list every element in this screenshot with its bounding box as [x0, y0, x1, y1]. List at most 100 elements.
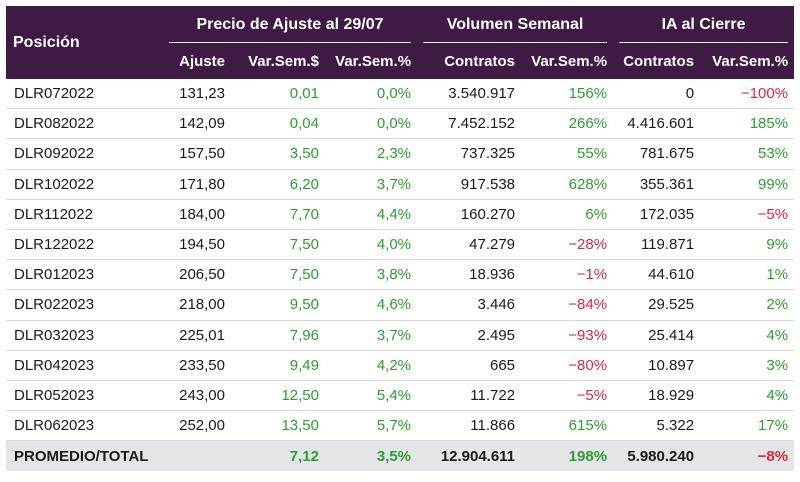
- total-label: PROMEDIO/TOTAL: [6, 440, 163, 472]
- cell-posicion: DLR022023: [6, 289, 163, 321]
- cell-contratos: 47.279: [417, 229, 522, 261]
- header-group-precio-label: Precio de Ajuste al 29/07: [196, 15, 384, 33]
- cell-vol-pct: −28%: [521, 229, 614, 261]
- cell-ia-pct: 185%: [700, 108, 795, 140]
- cell-contratos: 7.452.152: [417, 108, 522, 140]
- table-row: DLR052023 243,00 12,50 5,4% 11.722 −5% 18.929 4…: [6, 380, 795, 412]
- cell-vol-pct: −84%: [521, 289, 614, 321]
- cell-ia-pct: −5%: [700, 199, 795, 230]
- cell-ajuste: 218,00: [163, 289, 231, 321]
- cell-contratos: 665: [417, 350, 522, 381]
- cell-ia-contratos: 781.675: [613, 138, 701, 170]
- header-var-sem-dollar: Var.Sem.$: [231, 43, 325, 79]
- cell-contratos: 11.722: [417, 380, 522, 412]
- cell-vol-pct: 628%: [521, 169, 614, 200]
- cell-ia-contratos: 29.525: [613, 289, 701, 321]
- cell-ia-contratos: 172.035: [613, 199, 701, 230]
- cell-ia-pct: −100%: [700, 79, 795, 110]
- header-group-precio: Precio de Ajuste al 29/07: [163, 6, 418, 43]
- cell-ia-contratos: 119.871: [613, 229, 701, 261]
- table-row: DLR112022 184,00 7,70 4,4% 160.270 6% 172.035−…: [6, 199, 795, 230]
- cell-posicion: DLR062023: [6, 410, 163, 442]
- cell-ajuste: 171,80: [163, 169, 231, 200]
- cell-contratos: 917.538: [417, 169, 522, 200]
- cell-ia-pct: 4%: [700, 380, 795, 412]
- cell-var-usd: 9,49: [231, 350, 325, 381]
- cell-contratos: 18.936: [417, 259, 522, 291]
- total-ajuste: [163, 440, 231, 472]
- cell-var-pct: 4,6%: [325, 289, 418, 321]
- cell-vol-pct: −93%: [521, 320, 614, 351]
- cell-var-pct: 4,0%: [325, 229, 418, 261]
- header-group-divider: [169, 42, 412, 43]
- cell-var-pct: 0,0%: [325, 108, 418, 140]
- cell-var-pct: 5,7%: [325, 410, 418, 442]
- cell-var-pct: 5,4%: [325, 380, 418, 412]
- cell-posicion: DLR042023: [6, 350, 163, 381]
- cell-vol-pct: 55%: [521, 138, 614, 170]
- cell-var-usd: 6,20: [231, 169, 325, 200]
- cell-ajuste: 243,00: [163, 380, 231, 412]
- cell-ajuste: 206,50: [163, 259, 231, 291]
- cell-var-pct: 0,0%: [325, 79, 418, 110]
- table-row: DLR012023 206,50 7,50 3,8% 18.936 −1% 44.610 1%: [6, 259, 795, 291]
- cell-ia-contratos: 10.897: [613, 350, 701, 381]
- cell-ajuste: 157,50: [163, 138, 231, 170]
- cell-ia-pct: 17%: [700, 410, 795, 442]
- total-row: PROMEDIO/TOTAL 7,12 3,5% 12.904.611 198%…: [6, 440, 795, 472]
- cell-ia-contratos: 5.322: [613, 410, 701, 442]
- cell-var-usd: 7,96: [231, 320, 325, 351]
- cell-var-usd: 0,04: [231, 108, 325, 140]
- total-contratos: 12.904.611: [417, 440, 522, 472]
- cell-var-usd: 7,50: [231, 259, 325, 291]
- cell-var-pct: 4,2%: [325, 350, 418, 381]
- header-ajuste: Ajuste: [163, 43, 231, 79]
- cell-var-usd: 12,50: [231, 380, 325, 412]
- total-var-usd: 7,12: [231, 440, 325, 472]
- cell-contratos: 3.446: [417, 289, 522, 321]
- cell-posicion: DLR012023: [6, 259, 163, 291]
- cell-vol-pct: −1%: [521, 259, 614, 291]
- futures-table: Posición Precio de Ajuste al 29/07 Volum…: [6, 6, 795, 472]
- cell-ia-contratos: 18.929: [613, 380, 701, 412]
- table-row: DLR092022 157,50 3,50 2,3% 737.325 55% 781.675…: [6, 138, 795, 170]
- cell-contratos: 11.866: [417, 410, 522, 442]
- cell-ia-pct: 1%: [700, 259, 795, 291]
- total-ia-pct: −8%: [700, 440, 795, 472]
- header-group-divider: [423, 42, 608, 43]
- cell-ia-contratos: 25.414: [613, 320, 701, 351]
- cell-posicion: DLR072022: [6, 79, 163, 110]
- total-vol-pct: 198%: [521, 440, 614, 472]
- cell-posicion: DLR032023: [6, 320, 163, 351]
- cell-vol-pct: 156%: [521, 79, 614, 110]
- cell-ia-pct: 53%: [700, 138, 795, 170]
- header-vol-var-sem-pct: Var.Sem.%: [521, 43, 614, 79]
- table-body: DLR072022 131,23 0,01 0,0% 3.540.917 156% 0 −10…: [6, 79, 795, 442]
- cell-contratos: 3.540.917: [417, 79, 522, 110]
- cell-var-usd: 3,50: [231, 138, 325, 170]
- cell-ia-pct: 3%: [700, 350, 795, 381]
- table-row: DLR072022 131,23 0,01 0,0% 3.540.917 156% 0 −10…: [6, 79, 795, 110]
- cell-ia-contratos: 355.361: [613, 169, 701, 200]
- header-ia-var-sem-pct: Var.Sem.%: [700, 43, 795, 79]
- cell-var-pct: 3,8%: [325, 259, 418, 291]
- cell-ajuste: 194,50: [163, 229, 231, 261]
- table-footer: PROMEDIO/TOTAL 7,12 3,5% 12.904.611 198%…: [6, 440, 795, 472]
- header-group-volumen-label: Volumen Semanal: [446, 15, 584, 33]
- cell-ajuste: 233,50: [163, 350, 231, 381]
- cell-contratos: 737.325: [417, 138, 522, 170]
- cell-ia-pct: 2%: [700, 289, 795, 321]
- cell-ia-contratos: 44.610: [613, 259, 701, 291]
- table-row: DLR102022 171,80 6,20 3,7% 917.538 628% 355.36…: [6, 169, 795, 200]
- table-row: DLR042023 233,50 9,49 4,2% 665 −80% 10.897 3%: [6, 350, 795, 381]
- table-row: DLR082022 142,09 0,04 0,0% 7.452.152 266% 4.41…: [6, 108, 795, 140]
- cell-posicion: DLR052023: [6, 380, 163, 412]
- header-contratos: Contratos: [417, 43, 522, 79]
- cell-var-usd: 7,50: [231, 229, 325, 261]
- cell-var-usd: 7,70: [231, 199, 325, 230]
- total-ia-contratos: 5.980.240: [613, 440, 701, 472]
- cell-contratos: 160.270: [417, 199, 522, 230]
- header-ia-contratos: Contratos: [613, 43, 701, 79]
- header-group-divider: [619, 42, 789, 43]
- cell-ia-contratos: 4.416.601: [613, 108, 701, 140]
